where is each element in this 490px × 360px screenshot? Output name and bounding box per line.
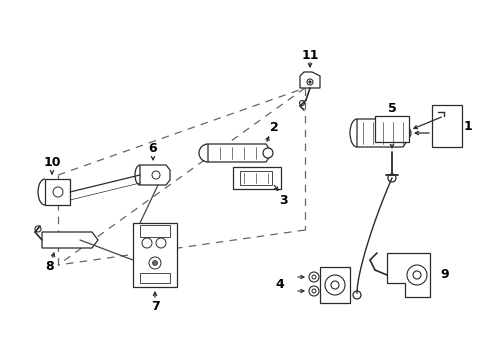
- Circle shape: [325, 275, 345, 295]
- Circle shape: [353, 291, 361, 299]
- Polygon shape: [140, 165, 170, 185]
- Text: 7: 7: [150, 301, 159, 314]
- Circle shape: [413, 271, 421, 279]
- Circle shape: [299, 100, 304, 105]
- Polygon shape: [208, 144, 270, 162]
- Circle shape: [152, 261, 157, 266]
- Polygon shape: [357, 119, 407, 147]
- Polygon shape: [387, 253, 430, 297]
- Bar: [240, 171, 272, 185]
- Circle shape: [152, 171, 160, 179]
- Text: 10: 10: [43, 156, 61, 168]
- Circle shape: [312, 289, 316, 293]
- Text: 11: 11: [301, 49, 319, 62]
- Circle shape: [399, 127, 411, 139]
- Text: 5: 5: [388, 102, 396, 114]
- Circle shape: [331, 281, 339, 289]
- Bar: [233, 167, 281, 189]
- Circle shape: [156, 238, 166, 248]
- Polygon shape: [133, 223, 177, 287]
- Text: 2: 2: [270, 121, 278, 134]
- Circle shape: [142, 238, 152, 248]
- Circle shape: [149, 257, 161, 269]
- Polygon shape: [320, 267, 350, 303]
- Polygon shape: [300, 72, 320, 88]
- Text: 4: 4: [275, 279, 284, 292]
- Circle shape: [309, 286, 319, 296]
- Polygon shape: [42, 232, 98, 248]
- Circle shape: [309, 81, 311, 83]
- Text: 9: 9: [441, 269, 449, 282]
- Bar: [140, 273, 170, 283]
- Circle shape: [312, 275, 316, 279]
- Circle shape: [388, 174, 396, 182]
- Text: 3: 3: [279, 194, 287, 207]
- Circle shape: [35, 226, 41, 232]
- Circle shape: [407, 265, 427, 285]
- Text: 1: 1: [464, 120, 472, 132]
- Text: 8: 8: [46, 261, 54, 274]
- Circle shape: [307, 79, 313, 85]
- Polygon shape: [45, 179, 70, 205]
- Circle shape: [53, 187, 63, 197]
- Circle shape: [263, 148, 273, 158]
- Text: 6: 6: [148, 141, 157, 154]
- Bar: [432, 105, 462, 147]
- Bar: [375, 116, 409, 142]
- Circle shape: [309, 272, 319, 282]
- Bar: [140, 225, 170, 237]
